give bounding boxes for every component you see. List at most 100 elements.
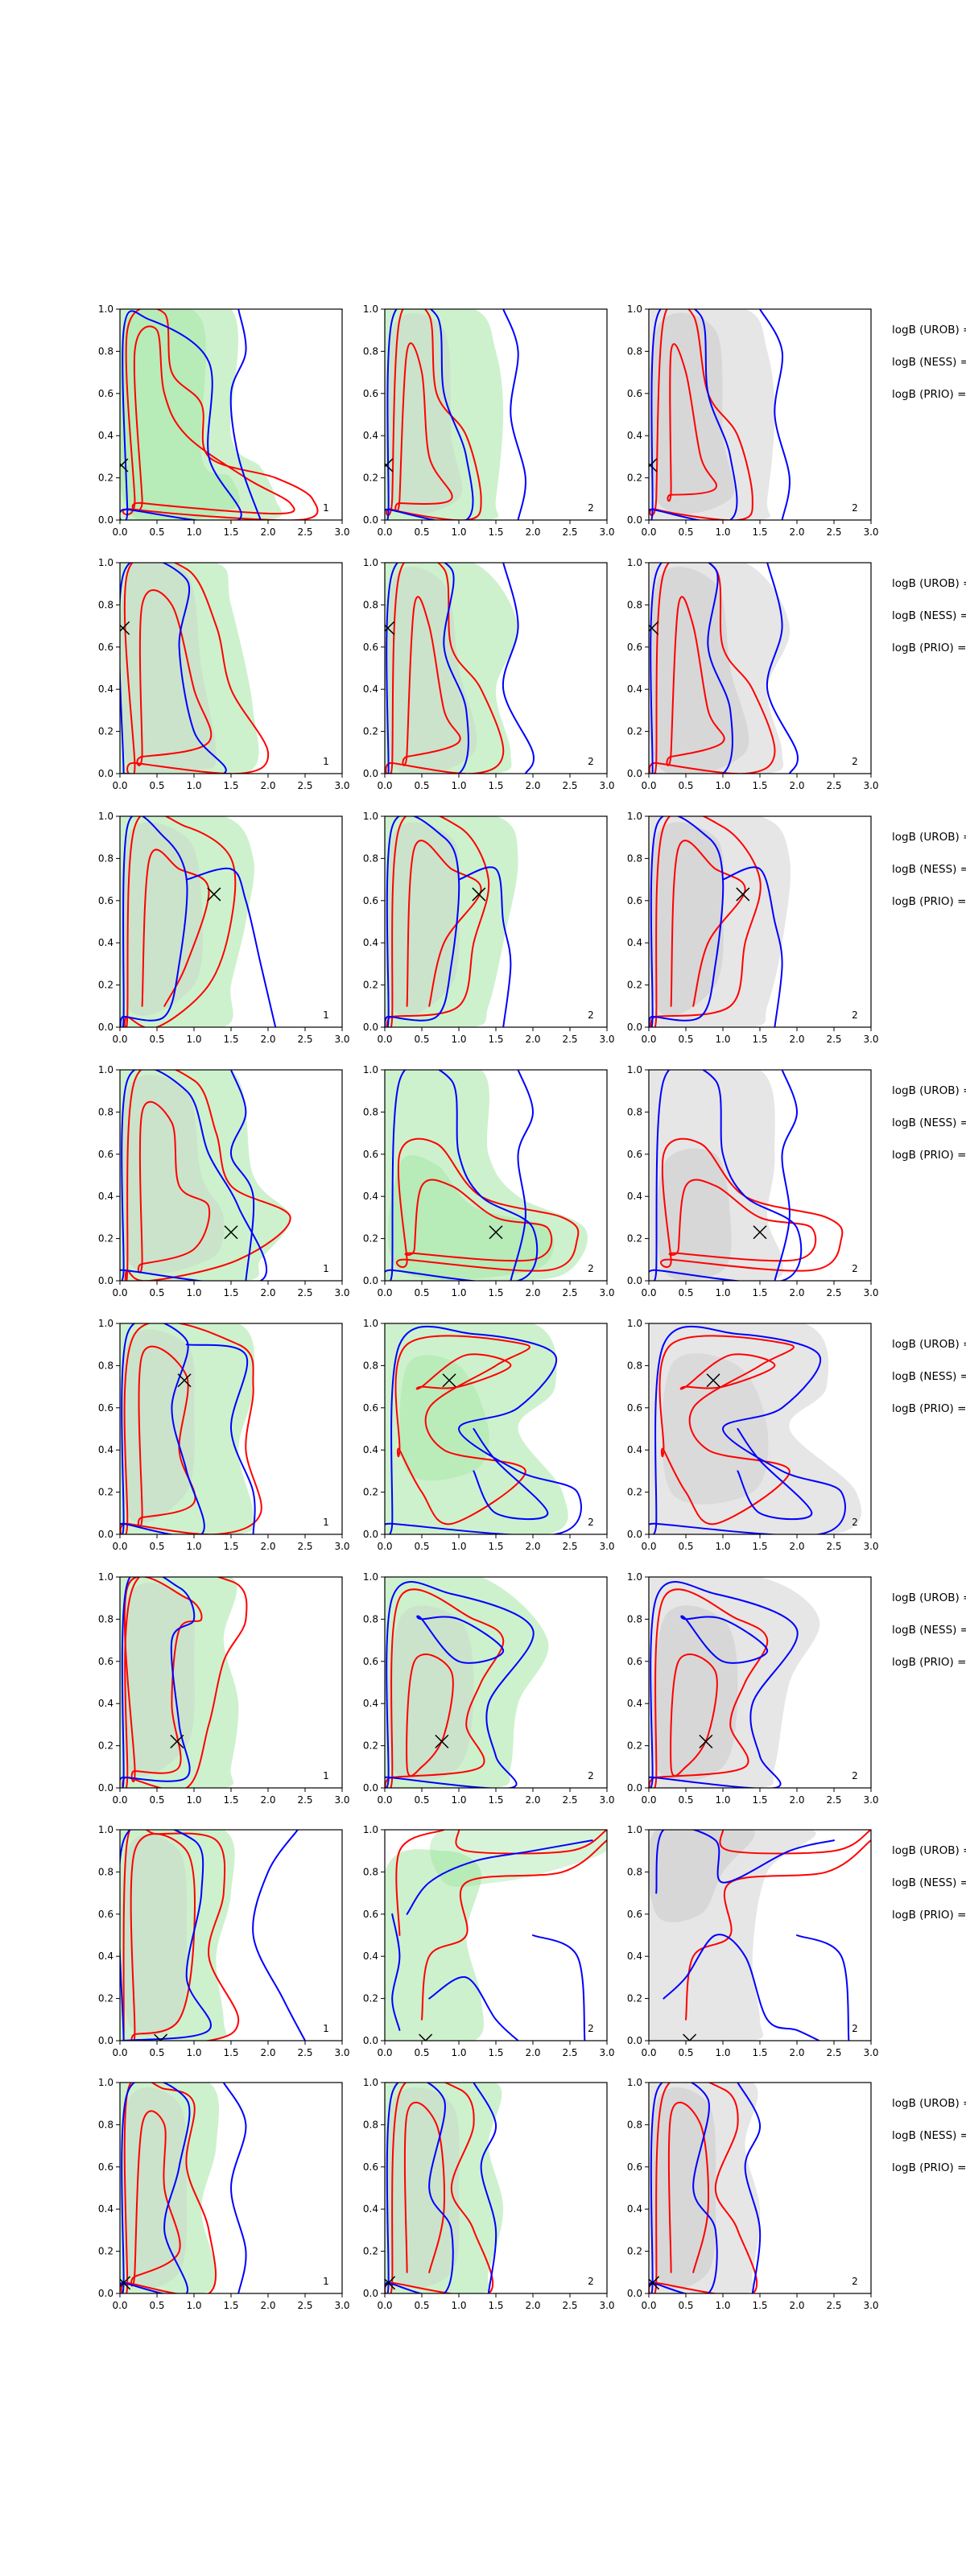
y-tick-label: 0.0 bbox=[363, 1022, 378, 1033]
x-tick-label: 1.0 bbox=[186, 526, 201, 538]
x-tick-label: 1.5 bbox=[488, 2300, 503, 2311]
subplot-contours bbox=[649, 1577, 820, 1788]
y-tick-label: 0.6 bbox=[627, 642, 642, 653]
x-tick-label: 1.5 bbox=[223, 526, 238, 538]
red-contour-line bbox=[649, 309, 753, 520]
y-tick-label: 0.4 bbox=[98, 1191, 114, 1202]
logb-label: logB (UROB) = bbox=[892, 324, 966, 336]
y-tick-label: 0.2 bbox=[98, 2246, 114, 2257]
x-tick-label: 1.5 bbox=[223, 1287, 238, 1298]
y-tick-label: 0.8 bbox=[98, 1106, 114, 1117]
y-tick-label: 0.6 bbox=[627, 1656, 642, 1667]
red-contour-line bbox=[421, 1839, 607, 2021]
subplot-r8-c3: 0.0 0.5 1.0 1.5 2.0 2.5 3.0 0.0 0.2 0.4 0.6 0.8 1.0 2 bbox=[627, 2077, 879, 2311]
y-tick-label: 0.2 bbox=[98, 1233, 114, 1245]
panel-number-label: 2 bbox=[852, 502, 858, 514]
y-tick-label: 0.8 bbox=[98, 1360, 114, 1371]
x-tick-label: 1.5 bbox=[488, 780, 503, 791]
y-tick-label: 0.8 bbox=[363, 1106, 378, 1117]
y-tick-label: 0.0 bbox=[98, 768, 114, 779]
subplot-contours bbox=[649, 1830, 871, 2041]
x-tick-label: 2.0 bbox=[260, 1794, 275, 1806]
subplot-contours bbox=[385, 563, 535, 774]
density-fill-region bbox=[649, 822, 724, 1016]
logb-label: logB (UROB) = bbox=[892, 577, 966, 590]
red-contour-line bbox=[386, 816, 490, 1027]
y-tick-label: 0.8 bbox=[363, 345, 378, 357]
x-tick-label: 0.5 bbox=[414, 1541, 429, 1552]
true-value-x-marker bbox=[385, 621, 395, 635]
y-tick-label: 0.4 bbox=[363, 1951, 378, 1962]
true-value-x-marker bbox=[120, 2276, 131, 2290]
logb-label: logB (NESS) = bbox=[892, 2129, 966, 2142]
density-fill-region bbox=[649, 567, 749, 774]
density-fill-region bbox=[385, 309, 504, 520]
x-tick-label: 2.0 bbox=[525, 2300, 540, 2311]
density-fill-region bbox=[121, 2087, 188, 2289]
logb-label: logB (UROB) = bbox=[892, 1084, 966, 1097]
subplot-contours bbox=[649, 1323, 862, 1534]
y-tick-label: 0.2 bbox=[98, 726, 114, 737]
x-tick-label: 1.0 bbox=[186, 1034, 201, 1045]
y-tick-label: 0.8 bbox=[363, 1866, 378, 1877]
y-tick-label: 0.6 bbox=[98, 1149, 114, 1160]
y-tick-label: 1.0 bbox=[627, 1064, 642, 1075]
logb-label: logB (UROB) = bbox=[892, 1844, 966, 1857]
blue-contour-line bbox=[737, 2083, 762, 2293]
x-tick-label: 2.5 bbox=[297, 2047, 312, 2058]
y-tick-label: 1.0 bbox=[98, 1064, 114, 1075]
red-contour-line bbox=[385, 563, 505, 774]
blue-contour-line bbox=[185, 867, 277, 1027]
subplot-r4-c2: 0.0 0.5 1.0 1.5 2.0 2.5 3.0 0.0 0.2 0.4 0.6 0.8 1.0 2 bbox=[363, 1064, 615, 1298]
x-tick-label: 0.5 bbox=[149, 1541, 164, 1552]
y-tick-label: 0.0 bbox=[363, 1529, 378, 1540]
y-tick-label: 1.0 bbox=[98, 1571, 114, 1583]
x-tick-label: 0.0 bbox=[641, 2300, 656, 2311]
x-tick-label: 1.5 bbox=[223, 780, 238, 791]
true-value-x-marker bbox=[736, 887, 750, 902]
y-tick-label: 0.2 bbox=[363, 980, 378, 991]
y-tick-label: 0.2 bbox=[627, 980, 642, 991]
x-tick-label: 3.0 bbox=[863, 2047, 878, 2058]
y-tick-label: 0.4 bbox=[627, 1444, 642, 1455]
row-5-logb-labels: logB (UROB) = logB (NESS) = logB (PRIO) = bbox=[892, 1338, 966, 1415]
x-tick-label: 0.5 bbox=[678, 2300, 693, 2311]
x-tick-label: 0.0 bbox=[641, 1794, 656, 1806]
x-tick-label: 2.5 bbox=[297, 2300, 312, 2311]
panel-number-label: 1 bbox=[323, 756, 329, 767]
red-contour-line bbox=[668, 1179, 817, 1262]
x-tick-label: 1.5 bbox=[752, 2300, 767, 2311]
blue-contour-line bbox=[120, 2083, 191, 2293]
y-tick-label: 0.2 bbox=[363, 726, 378, 737]
blue-contour-line bbox=[385, 1070, 539, 1281]
y-tick-label: 1.0 bbox=[363, 1318, 378, 1329]
y-tick-label: 0.2 bbox=[627, 1233, 642, 1245]
true-value-x-marker bbox=[649, 621, 659, 635]
y-tick-label: 0.2 bbox=[627, 1740, 642, 1752]
y-tick-label: 1.0 bbox=[363, 1824, 378, 1835]
panel-number-label: 1 bbox=[323, 2023, 329, 2034]
x-tick-label: 0.5 bbox=[678, 1541, 693, 1552]
x-tick-label: 1.5 bbox=[488, 1541, 503, 1552]
x-tick-label: 1.0 bbox=[715, 2047, 730, 2058]
subplot-contours bbox=[120, 1577, 248, 1788]
y-tick-label: 1.0 bbox=[627, 811, 642, 822]
y-tick-label: 0.8 bbox=[627, 852, 642, 864]
x-tick-label: 1.0 bbox=[715, 780, 730, 791]
blue-contour-line bbox=[663, 1934, 820, 2041]
true-value-x-marker bbox=[753, 1225, 767, 1240]
subplot-r4-c3: 0.0 0.5 1.0 1.5 2.0 2.5 3.0 0.0 0.2 0.4 0.6 0.8 1.0 2 bbox=[627, 1064, 879, 1298]
x-tick-label: 1.5 bbox=[752, 1541, 767, 1552]
y-tick-label: 0.0 bbox=[627, 2035, 642, 2046]
x-tick-label: 2.5 bbox=[826, 1287, 841, 1298]
subplot-contours bbox=[649, 309, 791, 520]
x-tick-label: 3.0 bbox=[599, 1794, 614, 1806]
y-tick-label: 0.2 bbox=[627, 726, 642, 737]
y-tick-label: 1.0 bbox=[627, 1824, 642, 1835]
y-tick-label: 0.6 bbox=[627, 895, 642, 906]
red-contour-line bbox=[130, 2110, 181, 2287]
x-tick-label: 0.0 bbox=[641, 526, 656, 538]
y-tick-label: 0.4 bbox=[627, 937, 642, 948]
panel-number-label: 2 bbox=[588, 1009, 594, 1021]
red-contour-line bbox=[649, 2083, 758, 2293]
